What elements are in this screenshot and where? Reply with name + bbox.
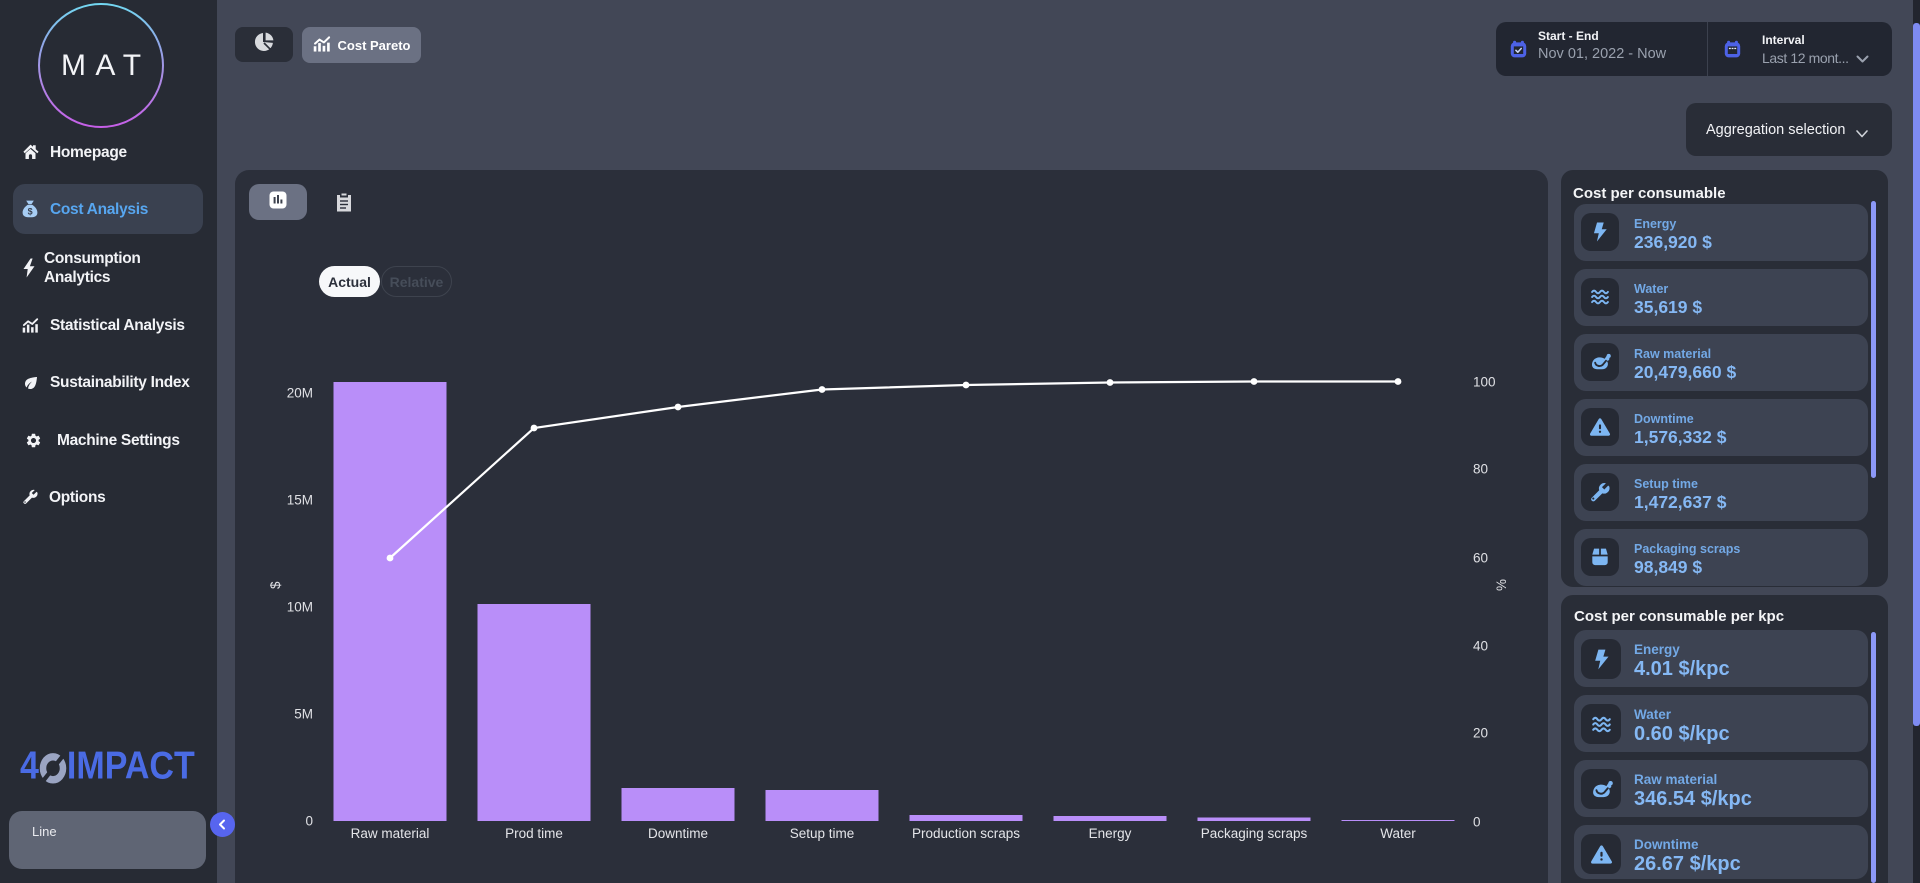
svg-text:Downtime: Downtime — [648, 826, 708, 841]
svg-text:Production scraps: Production scraps — [912, 826, 1020, 841]
svg-text:20: 20 — [1473, 726, 1488, 741]
svg-text:5M: 5M — [294, 707, 313, 722]
svg-text:15M: 15M — [287, 493, 313, 508]
svg-text:$: $ — [28, 207, 33, 217]
svg-text:80: 80 — [1473, 462, 1488, 477]
svg-text:Water: Water — [1380, 826, 1416, 841]
svg-text:20M: 20M — [287, 386, 313, 401]
svg-text:Raw material: Raw material — [351, 826, 430, 841]
svg-text:40: 40 — [1473, 639, 1488, 654]
svg-text:%: % — [1494, 579, 1509, 591]
svg-text:100: 100 — [1473, 375, 1496, 390]
svg-text:60: 60 — [1473, 551, 1488, 566]
svg-text:0: 0 — [305, 814, 313, 829]
svg-text:Prod time: Prod time — [505, 826, 563, 841]
svg-text:0: 0 — [1473, 815, 1481, 830]
svg-text:$: $ — [268, 581, 283, 589]
svg-text:Packaging scraps: Packaging scraps — [1201, 826, 1308, 841]
svg-text:Setup time: Setup time — [790, 826, 855, 841]
svg-text:10M: 10M — [287, 600, 313, 615]
svg-text:Energy: Energy — [1089, 826, 1132, 841]
